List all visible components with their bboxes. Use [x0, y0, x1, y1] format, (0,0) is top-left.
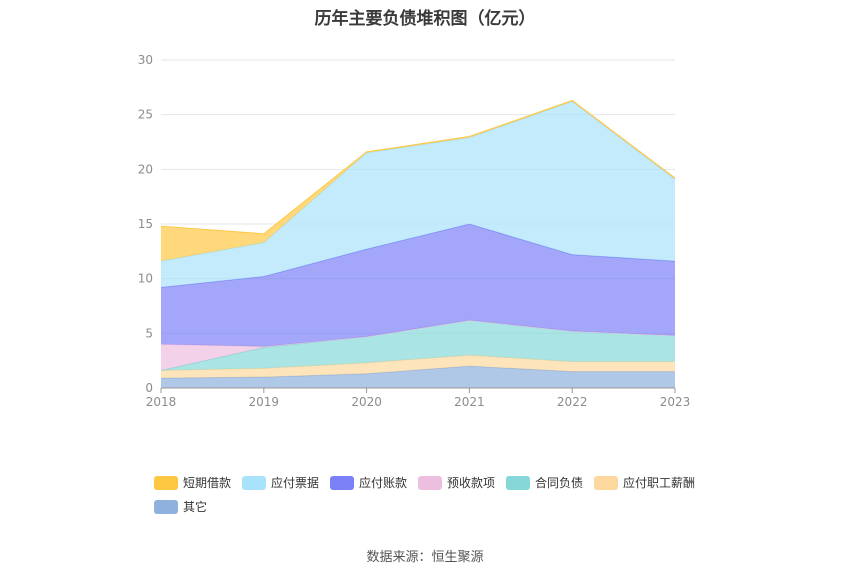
legend-item[interactable]: 预收款项 [418, 474, 495, 491]
y-tick-label: 25 [138, 108, 153, 122]
legend-item[interactable]: 其它 [154, 498, 207, 515]
area-series-应付票据 [161, 101, 675, 288]
y-tick-label: 15 [138, 217, 153, 231]
area-series-短期借款 [161, 100, 675, 262]
legend-swatch [506, 475, 530, 490]
chart-title: 历年主要负债堆积图（亿元） [314, 9, 536, 29]
y-tick-label: 30 [138, 53, 153, 67]
legend-item[interactable]: 合同负债 [506, 474, 583, 491]
y-tick-label: 0 [145, 381, 153, 395]
x-tick-label: 2018 [146, 395, 177, 409]
x-tick-label: 2019 [249, 395, 280, 409]
legend-label: 应付票据 [271, 476, 320, 490]
legend-swatch [330, 475, 354, 490]
legend-swatch [154, 475, 178, 490]
area-series-其它 [161, 366, 675, 388]
legend-item[interactable]: 应付票据 [242, 474, 319, 491]
x-tick-label: 2023 [660, 395, 691, 409]
x-tick-label: 2021 [454, 395, 485, 409]
legend-label: 短期借款 [183, 476, 232, 490]
legend-label: 应付职工薪酬 [623, 476, 696, 490]
area-series-应付账款 [161, 224, 675, 347]
source-note: 数据来源：恒生聚源 [366, 550, 484, 565]
legend-swatch [594, 475, 618, 490]
series-line-短期借款 [160, 99, 676, 235]
y-tick-label: 10 [138, 272, 153, 286]
x-tick-label: 2020 [351, 395, 382, 409]
y-tick-label: 5 [145, 326, 153, 340]
legend-swatch [242, 475, 266, 490]
y-tick-label: 20 [138, 162, 153, 176]
legend-label: 预收款项 [447, 476, 496, 490]
legend-item[interactable]: 应付账款 [330, 474, 407, 491]
axis-layer: 0 5 10 15 20 25 30 2018 2019 2020 2021 2022 2023 [138, 53, 691, 409]
legend-label: 合同负债 [535, 476, 584, 490]
x-tick-label: 2022 [557, 395, 588, 409]
legend-swatch [418, 475, 442, 490]
area-layer [160, 99, 676, 388]
area-series-合同负债 [161, 320, 675, 371]
legend-item[interactable]: 短期借款 [154, 474, 231, 491]
area-series-应付职工薪酬 [161, 355, 675, 379]
legend-swatch [154, 499, 178, 514]
legend-item[interactable]: 应付职工薪酬 [594, 474, 695, 491]
legend-label: 应付账款 [359, 476, 408, 490]
legend-label: 其它 [183, 500, 208, 514]
